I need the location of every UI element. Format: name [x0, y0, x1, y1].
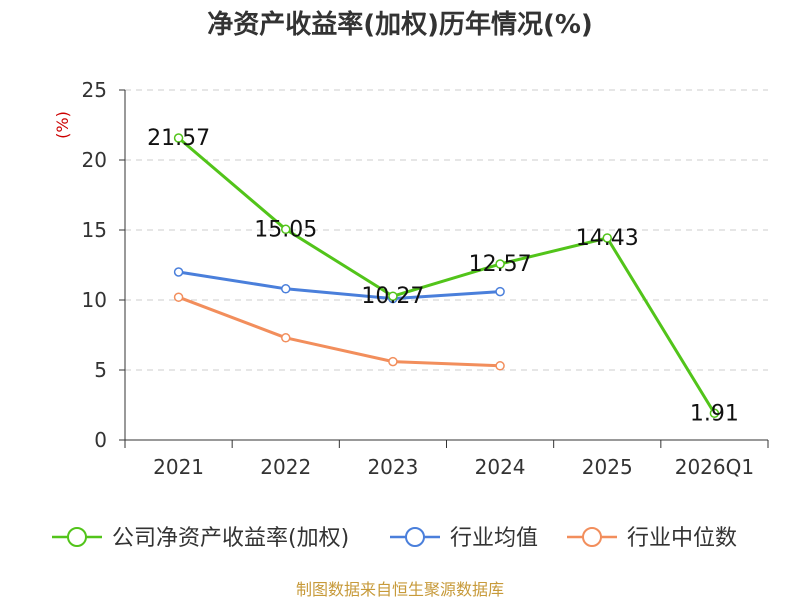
x-tick-label: 2025 [582, 455, 633, 479]
legend-label: 公司净资产收益率(加权) [112, 526, 349, 551]
legend-marker [405, 527, 425, 547]
legend-marker [582, 527, 602, 547]
y-axis-label: (%) [53, 111, 72, 139]
data-label: 14.43 [576, 226, 639, 251]
y-tick-label: 5 [94, 358, 107, 382]
data-point [388, 356, 398, 367]
data-point [495, 361, 505, 371]
y-tick-label: 10 [82, 288, 107, 312]
data-point [709, 408, 720, 419]
data-point [281, 284, 291, 294]
x-tick-label: 2023 [367, 455, 418, 479]
data-source-footer: 制图数据来自恒生聚源数据库 [295, 580, 504, 599]
x-tick-label: 2024 [475, 455, 526, 479]
y-tick-label: 0 [94, 428, 107, 452]
y-tick-label: 15 [82, 218, 107, 242]
data-point [495, 259, 505, 269]
data-label: 21.57 [147, 126, 210, 151]
data-label: 1.91 [690, 401, 739, 426]
data-point [173, 133, 184, 143]
legend-label: 行业中位数 [627, 526, 737, 551]
data-point [388, 291, 398, 301]
data-label: 15.05 [254, 217, 317, 242]
legend-marker [67, 527, 87, 547]
x-tick-label: 2021 [153, 455, 204, 479]
x-tick-label: 2022 [260, 455, 311, 479]
data-point [495, 286, 505, 297]
data-point [173, 292, 184, 302]
series-line [178, 295, 501, 368]
y-tick-label: 20 [82, 148, 107, 172]
data-point [602, 233, 612, 243]
series-line [178, 270, 501, 301]
data-point [281, 333, 291, 343]
y-tick-label: 25 [82, 78, 107, 102]
series-line [177, 136, 716, 415]
data-point [281, 224, 291, 235]
chart-title: 净资产收益率(加权)历年情况(%) [207, 10, 593, 40]
legend-label: 行业均值 [450, 526, 538, 551]
data-point [173, 267, 184, 277]
x-tick-label: 2026Q1 [675, 455, 754, 479]
data-label: 10.27 [361, 284, 424, 309]
data-label: 12.57 [469, 252, 532, 277]
